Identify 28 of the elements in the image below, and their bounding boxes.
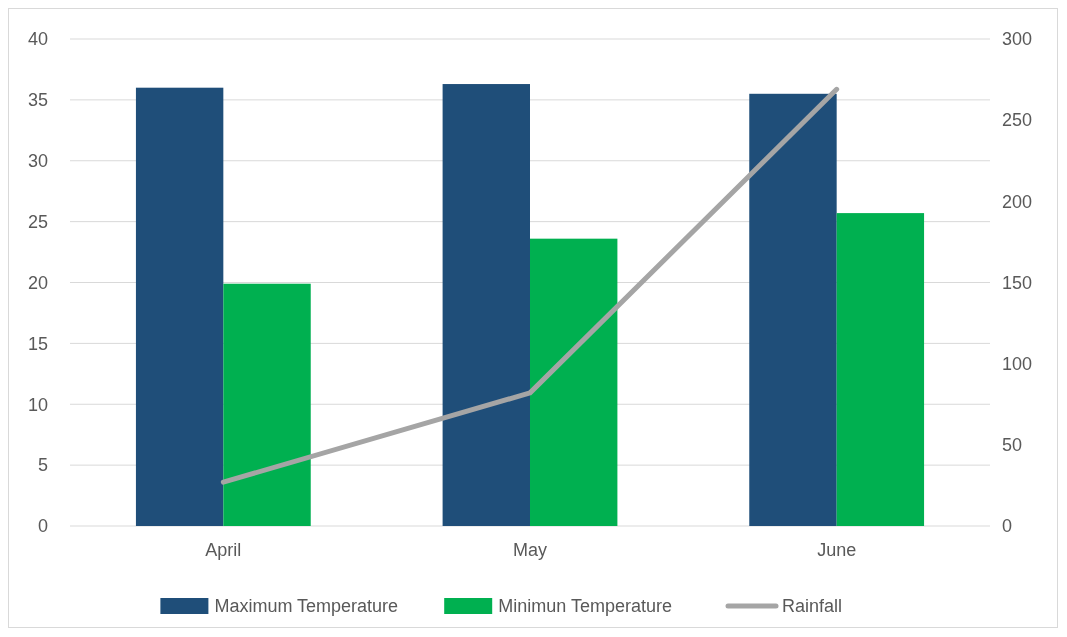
y2-tick-label: 0 — [1002, 516, 1013, 537]
y-tick-label: 0 — [37, 516, 48, 537]
legend-label: Rainfall — [782, 596, 843, 617]
y-tick-label: 35 — [27, 90, 48, 111]
y2-tick-label: 50 — [1002, 435, 1023, 456]
bar — [749, 93, 837, 526]
bar — [836, 213, 925, 526]
y-tick-label: 25 — [27, 211, 48, 232]
bar — [135, 87, 224, 526]
y2-tick-label: 150 — [1002, 272, 1033, 293]
legend-label: Minimun Temperature — [498, 596, 672, 617]
y-tick-label: 10 — [27, 394, 48, 415]
bar — [223, 283, 311, 526]
y2-tick-label: 300 — [1002, 29, 1033, 50]
y-tick-label: 20 — [27, 272, 48, 293]
bar — [442, 84, 530, 526]
y-tick-label: 5 — [37, 455, 48, 476]
y2-tick-label: 200 — [1002, 191, 1033, 212]
x-tick-label: April — [205, 540, 242, 560]
y-tick-label: 30 — [27, 151, 48, 172]
bar — [530, 238, 618, 526]
legend-label: Maximum Temperature — [214, 596, 399, 617]
y2-tick-label: 250 — [1002, 110, 1033, 131]
y-tick-label: 40 — [27, 29, 48, 50]
x-tick-label: May — [512, 540, 548, 560]
y2-tick-label: 100 — [1002, 353, 1033, 374]
x-tick-label: June — [817, 540, 857, 560]
y-tick-label: 15 — [27, 333, 48, 354]
